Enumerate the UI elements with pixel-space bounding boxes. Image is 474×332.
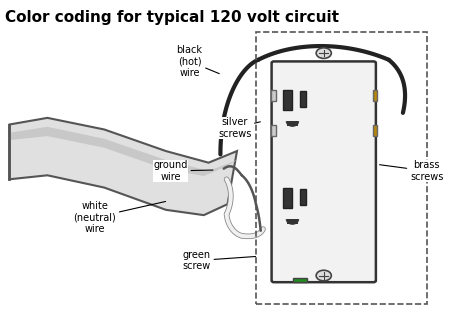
Bar [373,124,377,136]
Text: white
(neutral)
wire: white (neutral) wire [73,201,165,234]
Bar [287,121,298,126]
Polygon shape [9,127,237,176]
FancyBboxPatch shape [272,61,376,282]
Bar [256,32,427,304]
Bar [283,188,292,208]
Bar [293,278,307,282]
Polygon shape [9,118,237,215]
Text: silver
screws: silver screws [218,117,260,139]
Text: Color coding for typical 120 volt circuit: Color coding for typical 120 volt circui… [5,10,339,25]
Circle shape [316,48,331,58]
Bar [373,90,377,101]
Bar [300,91,306,107]
Circle shape [316,270,331,281]
Text: green
screw: green screw [182,250,255,272]
Bar [283,90,292,110]
Bar [271,90,276,101]
Bar [287,219,298,224]
Text: ground
wire: ground wire [154,160,213,182]
Bar [271,124,276,136]
Text: black
(hot)
wire: black (hot) wire [177,45,219,78]
Bar [300,189,306,205]
Text: brass
screws: brass screws [380,160,443,182]
